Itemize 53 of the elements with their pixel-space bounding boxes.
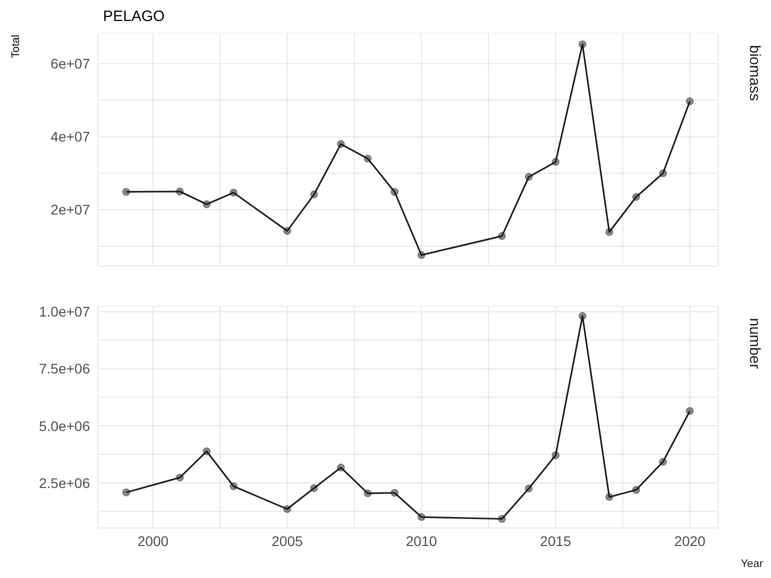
point: [417, 251, 426, 260]
point: [310, 484, 318, 492]
chart-title: PELAGO: [103, 8, 165, 25]
y-tick-label: 2.5e+06: [39, 474, 90, 491]
x-axis-title: Year: [740, 558, 763, 570]
point: [176, 188, 184, 196]
point: [283, 505, 292, 514]
point: [336, 464, 345, 472]
point: [122, 488, 130, 496]
y-tick-label: 2e+07: [50, 202, 90, 218]
point: [390, 488, 399, 497]
y-tick-label: 5.0e+06: [39, 418, 90, 434]
x-tick-label: 2010: [406, 532, 438, 549]
point: [498, 232, 506, 240]
point: [632, 192, 640, 201]
text: number: [746, 318, 763, 369]
point: [524, 172, 533, 181]
point: [283, 226, 292, 235]
y-tick-label: 6e+07: [50, 56, 90, 72]
point: [336, 140, 345, 148]
point: [202, 200, 211, 208]
point: [122, 188, 130, 196]
point: [605, 492, 614, 501]
point: [498, 514, 506, 523]
point: [578, 40, 586, 48]
point: [658, 458, 667, 466]
point: [686, 406, 694, 415]
y-axis-title: Total: [10, 34, 22, 58]
point: [524, 484, 533, 493]
x-tick-label: 2020: [674, 532, 706, 549]
point: [658, 169, 667, 178]
y-tick-label: 4e+07: [50, 128, 90, 145]
point: [632, 486, 640, 494]
point: [390, 188, 399, 196]
y-tick-label: 1.0e+07: [39, 304, 90, 320]
x-tick-label: 2005: [272, 532, 303, 549]
point: [552, 451, 560, 460]
point: [417, 513, 426, 522]
x-tick-label: 2000: [137, 532, 169, 549]
x-tick-label: 2015: [540, 532, 572, 549]
point: [176, 474, 184, 482]
point: [686, 97, 694, 106]
text: biomass: [746, 45, 763, 101]
point: [310, 190, 318, 198]
point: [364, 154, 372, 163]
point: [552, 158, 560, 166]
y-tick-label: 7.5e+06: [39, 360, 90, 377]
point: [364, 489, 372, 498]
point: [230, 188, 238, 197]
point: [605, 228, 614, 236]
point: [202, 447, 211, 456]
point: [230, 482, 238, 490]
point: [578, 312, 586, 320]
